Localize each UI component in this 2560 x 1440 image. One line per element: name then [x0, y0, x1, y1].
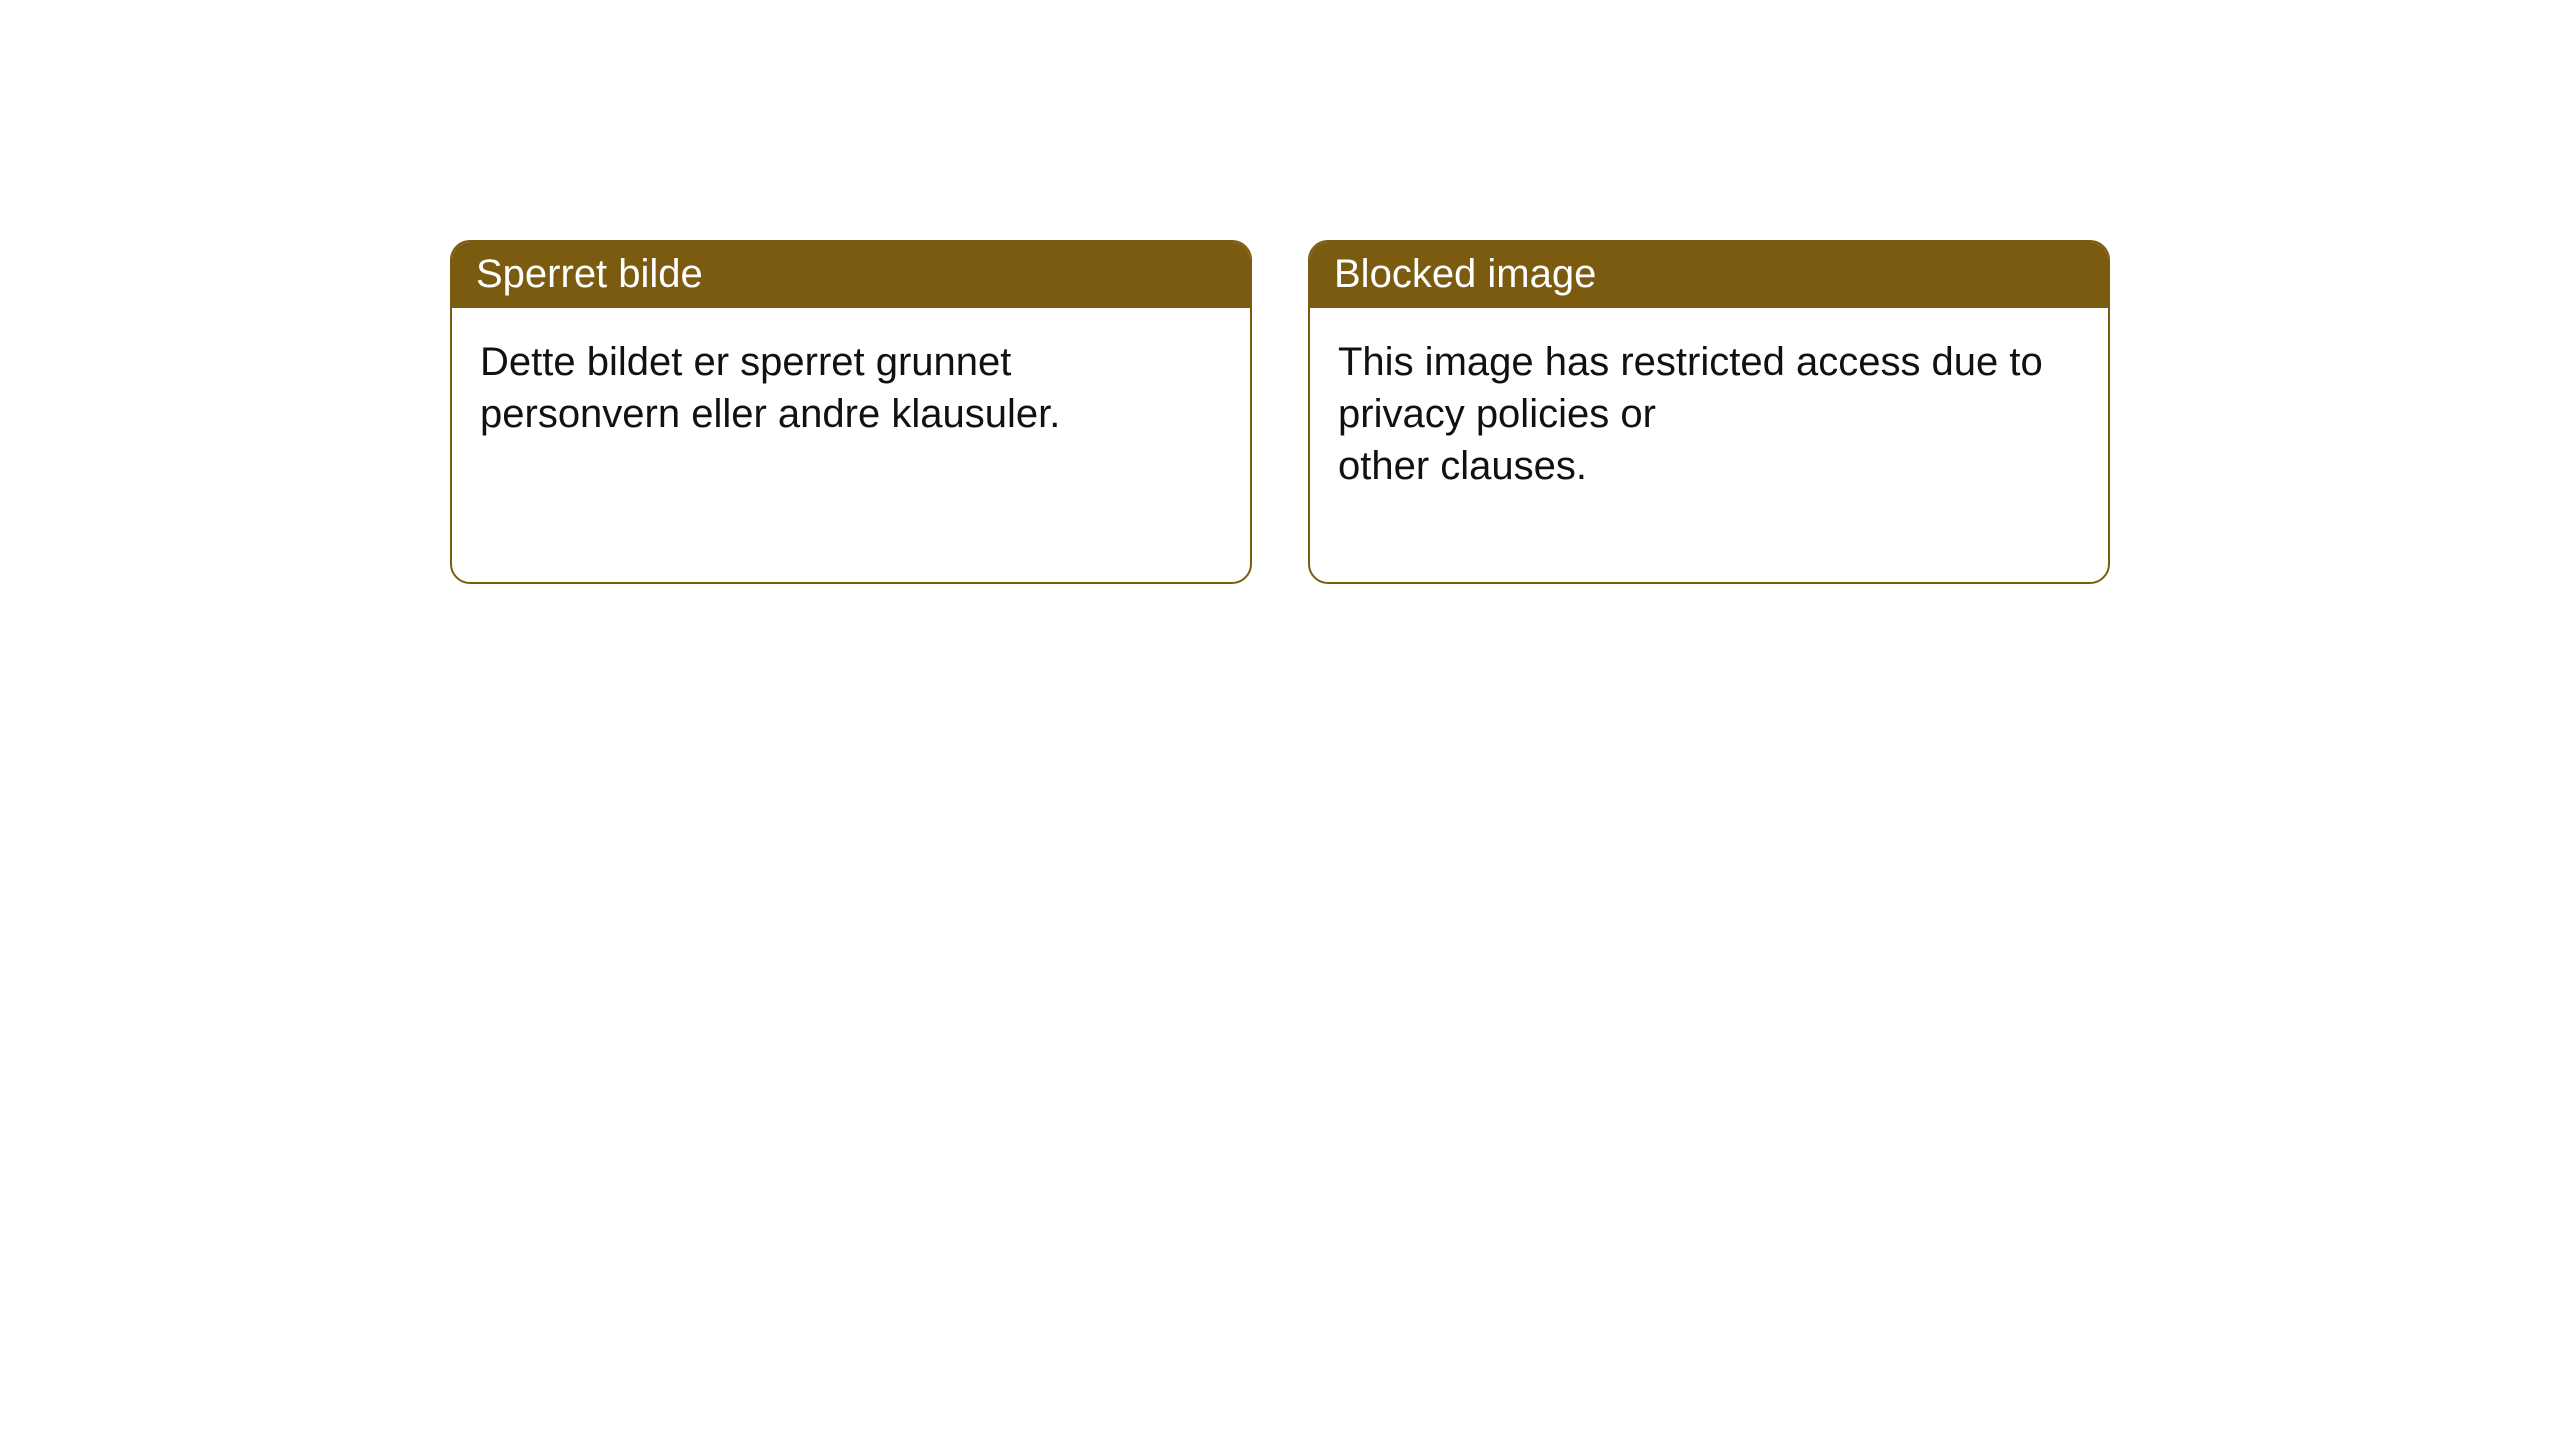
notice-card-title: Blocked image [1310, 242, 2108, 308]
notice-card-english: Blocked image This image has restricted … [1308, 240, 2110, 584]
notice-card-body: This image has restricted access due to … [1310, 308, 2108, 582]
notice-card-body: Dette bildet er sperret grunnet personve… [452, 308, 1250, 530]
notice-card-norwegian: Sperret bilde Dette bildet er sperret gr… [450, 240, 1252, 584]
notice-card-title: Sperret bilde [452, 242, 1250, 308]
notice-cards-row: Sperret bilde Dette bildet er sperret gr… [0, 0, 2560, 584]
